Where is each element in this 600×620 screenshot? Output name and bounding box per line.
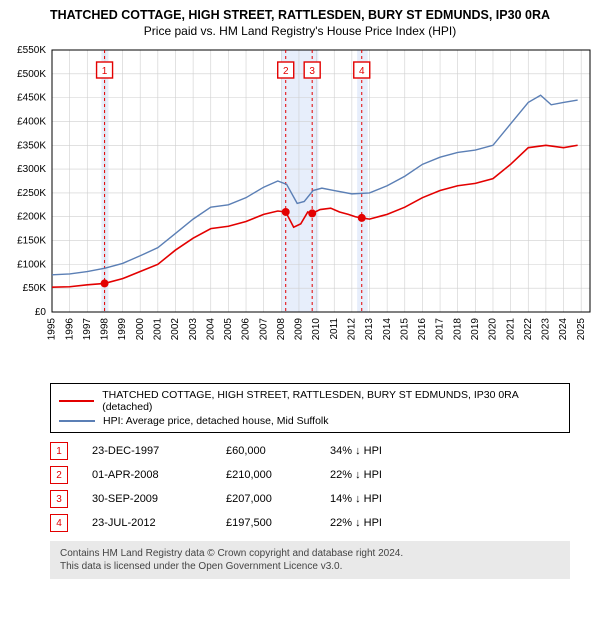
sale-price: £197,500 xyxy=(226,517,306,529)
footer: Contains HM Land Registry data © Crown c… xyxy=(50,541,570,579)
svg-text:2024: 2024 xyxy=(558,318,569,341)
svg-text:2004: 2004 xyxy=(205,318,216,341)
svg-text:2023: 2023 xyxy=(541,318,552,341)
svg-text:2015: 2015 xyxy=(399,318,410,341)
sale-date: 23-DEC-1997 xyxy=(92,445,202,457)
sale-row: 4 23-JUL-2012 £197,500 22% ↓ HPI xyxy=(50,511,570,535)
sale-diff: 14% ↓ HPI xyxy=(330,493,420,505)
sale-date: 30-SEP-2009 xyxy=(92,493,202,505)
sale-price: £207,000 xyxy=(226,493,306,505)
svg-text:£400K: £400K xyxy=(17,116,46,127)
svg-text:2001: 2001 xyxy=(152,318,163,341)
sale-row: 3 30-SEP-2009 £207,000 14% ↓ HPI xyxy=(50,487,570,511)
svg-text:2007: 2007 xyxy=(258,318,269,341)
svg-text:1999: 1999 xyxy=(117,318,128,341)
title-main: THATCHED COTTAGE, HIGH STREET, RATTLESDE… xyxy=(10,8,590,22)
svg-text:£450K: £450K xyxy=(17,93,46,104)
svg-text:2003: 2003 xyxy=(188,318,199,341)
sale-diff: 34% ↓ HPI xyxy=(330,445,420,457)
svg-text:£500K: £500K xyxy=(17,69,46,80)
footer-line-2: This data is licensed under the Open Gov… xyxy=(60,560,560,573)
svg-text:2014: 2014 xyxy=(382,318,393,341)
sales-table: 1 23-DEC-1997 £60,000 34% ↓ HPI 2 01-APR-2008… xyxy=(50,439,570,535)
sale-marker: 4 xyxy=(50,514,68,532)
svg-text:1995: 1995 xyxy=(47,318,58,341)
sale-row: 2 01-APR-2008 £210,000 22% ↓ HPI xyxy=(50,463,570,487)
svg-text:4: 4 xyxy=(359,66,365,77)
sale-price: £60,000 xyxy=(226,445,306,457)
svg-text:2008: 2008 xyxy=(276,318,287,341)
svg-text:2005: 2005 xyxy=(223,318,234,341)
price-chart: £0 £50K £100K £150K £200K £250K £300K £350K £400… xyxy=(0,42,600,377)
svg-text:2013: 2013 xyxy=(364,318,375,341)
legend-label: THATCHED COTTAGE, HIGH STREET, RATTLESDE… xyxy=(102,389,561,413)
svg-text:2009: 2009 xyxy=(294,318,305,341)
svg-text:2006: 2006 xyxy=(241,318,252,341)
svg-text:1997: 1997 xyxy=(82,318,93,341)
svg-text:£200K: £200K xyxy=(17,212,46,223)
svg-text:£50K: £50K xyxy=(23,283,47,294)
sale-row: 1 23-DEC-1997 £60,000 34% ↓ HPI xyxy=(50,439,570,463)
legend-row: THATCHED COTTAGE, HIGH STREET, RATTLESDE… xyxy=(59,388,561,414)
sale-marker: 1 xyxy=(50,442,68,460)
svg-text:1998: 1998 xyxy=(100,318,111,341)
title-sub: Price paid vs. HM Land Registry's House … xyxy=(10,24,590,38)
sale-date: 23-JUL-2012 xyxy=(92,517,202,529)
svg-text:£0: £0 xyxy=(35,307,47,318)
svg-text:£550K: £550K xyxy=(17,45,46,56)
svg-text:£100K: £100K xyxy=(17,259,46,270)
svg-text:£350K: £350K xyxy=(17,140,46,151)
legend-swatch xyxy=(59,400,94,402)
svg-text:2021: 2021 xyxy=(505,318,516,341)
title-block: THATCHED COTTAGE, HIGH STREET, RATTLESDE… xyxy=(0,0,600,42)
legend-swatch xyxy=(59,420,95,422)
svg-text:2010: 2010 xyxy=(311,318,322,341)
svg-text:3: 3 xyxy=(309,66,315,77)
sale-price: £210,000 xyxy=(226,469,306,481)
svg-text:2022: 2022 xyxy=(523,318,534,341)
svg-text:2019: 2019 xyxy=(470,318,481,341)
svg-text:2: 2 xyxy=(283,66,289,77)
svg-text:£150K: £150K xyxy=(17,236,46,247)
sale-date: 01-APR-2008 xyxy=(92,469,202,481)
svg-text:2017: 2017 xyxy=(435,318,446,341)
svg-text:1: 1 xyxy=(102,66,108,77)
svg-text:2020: 2020 xyxy=(488,318,499,341)
svg-text:2002: 2002 xyxy=(170,318,181,341)
sale-diff: 22% ↓ HPI xyxy=(330,517,420,529)
sale-marker: 3 xyxy=(50,490,68,508)
chart-svg: £0 £50K £100K £150K £200K £250K £300K £350K £400… xyxy=(0,42,600,372)
svg-text:£250K: £250K xyxy=(17,188,46,199)
legend-row: HPI: Average price, detached house, Mid … xyxy=(59,414,561,428)
svg-text:2000: 2000 xyxy=(135,318,146,341)
footer-line-1: Contains HM Land Registry data © Crown c… xyxy=(60,547,560,560)
legend-label: HPI: Average price, detached house, Mid … xyxy=(103,415,329,427)
svg-text:£300K: £300K xyxy=(17,164,46,175)
sale-diff: 22% ↓ HPI xyxy=(330,469,420,481)
svg-text:2025: 2025 xyxy=(576,318,587,341)
sale-marker: 2 xyxy=(50,466,68,484)
svg-text:2016: 2016 xyxy=(417,318,428,341)
svg-text:2018: 2018 xyxy=(452,318,463,341)
legend: THATCHED COTTAGE, HIGH STREET, RATTLESDE… xyxy=(50,383,570,433)
svg-text:1996: 1996 xyxy=(64,318,75,341)
svg-text:2012: 2012 xyxy=(347,318,358,341)
svg-text:2011: 2011 xyxy=(329,318,340,340)
